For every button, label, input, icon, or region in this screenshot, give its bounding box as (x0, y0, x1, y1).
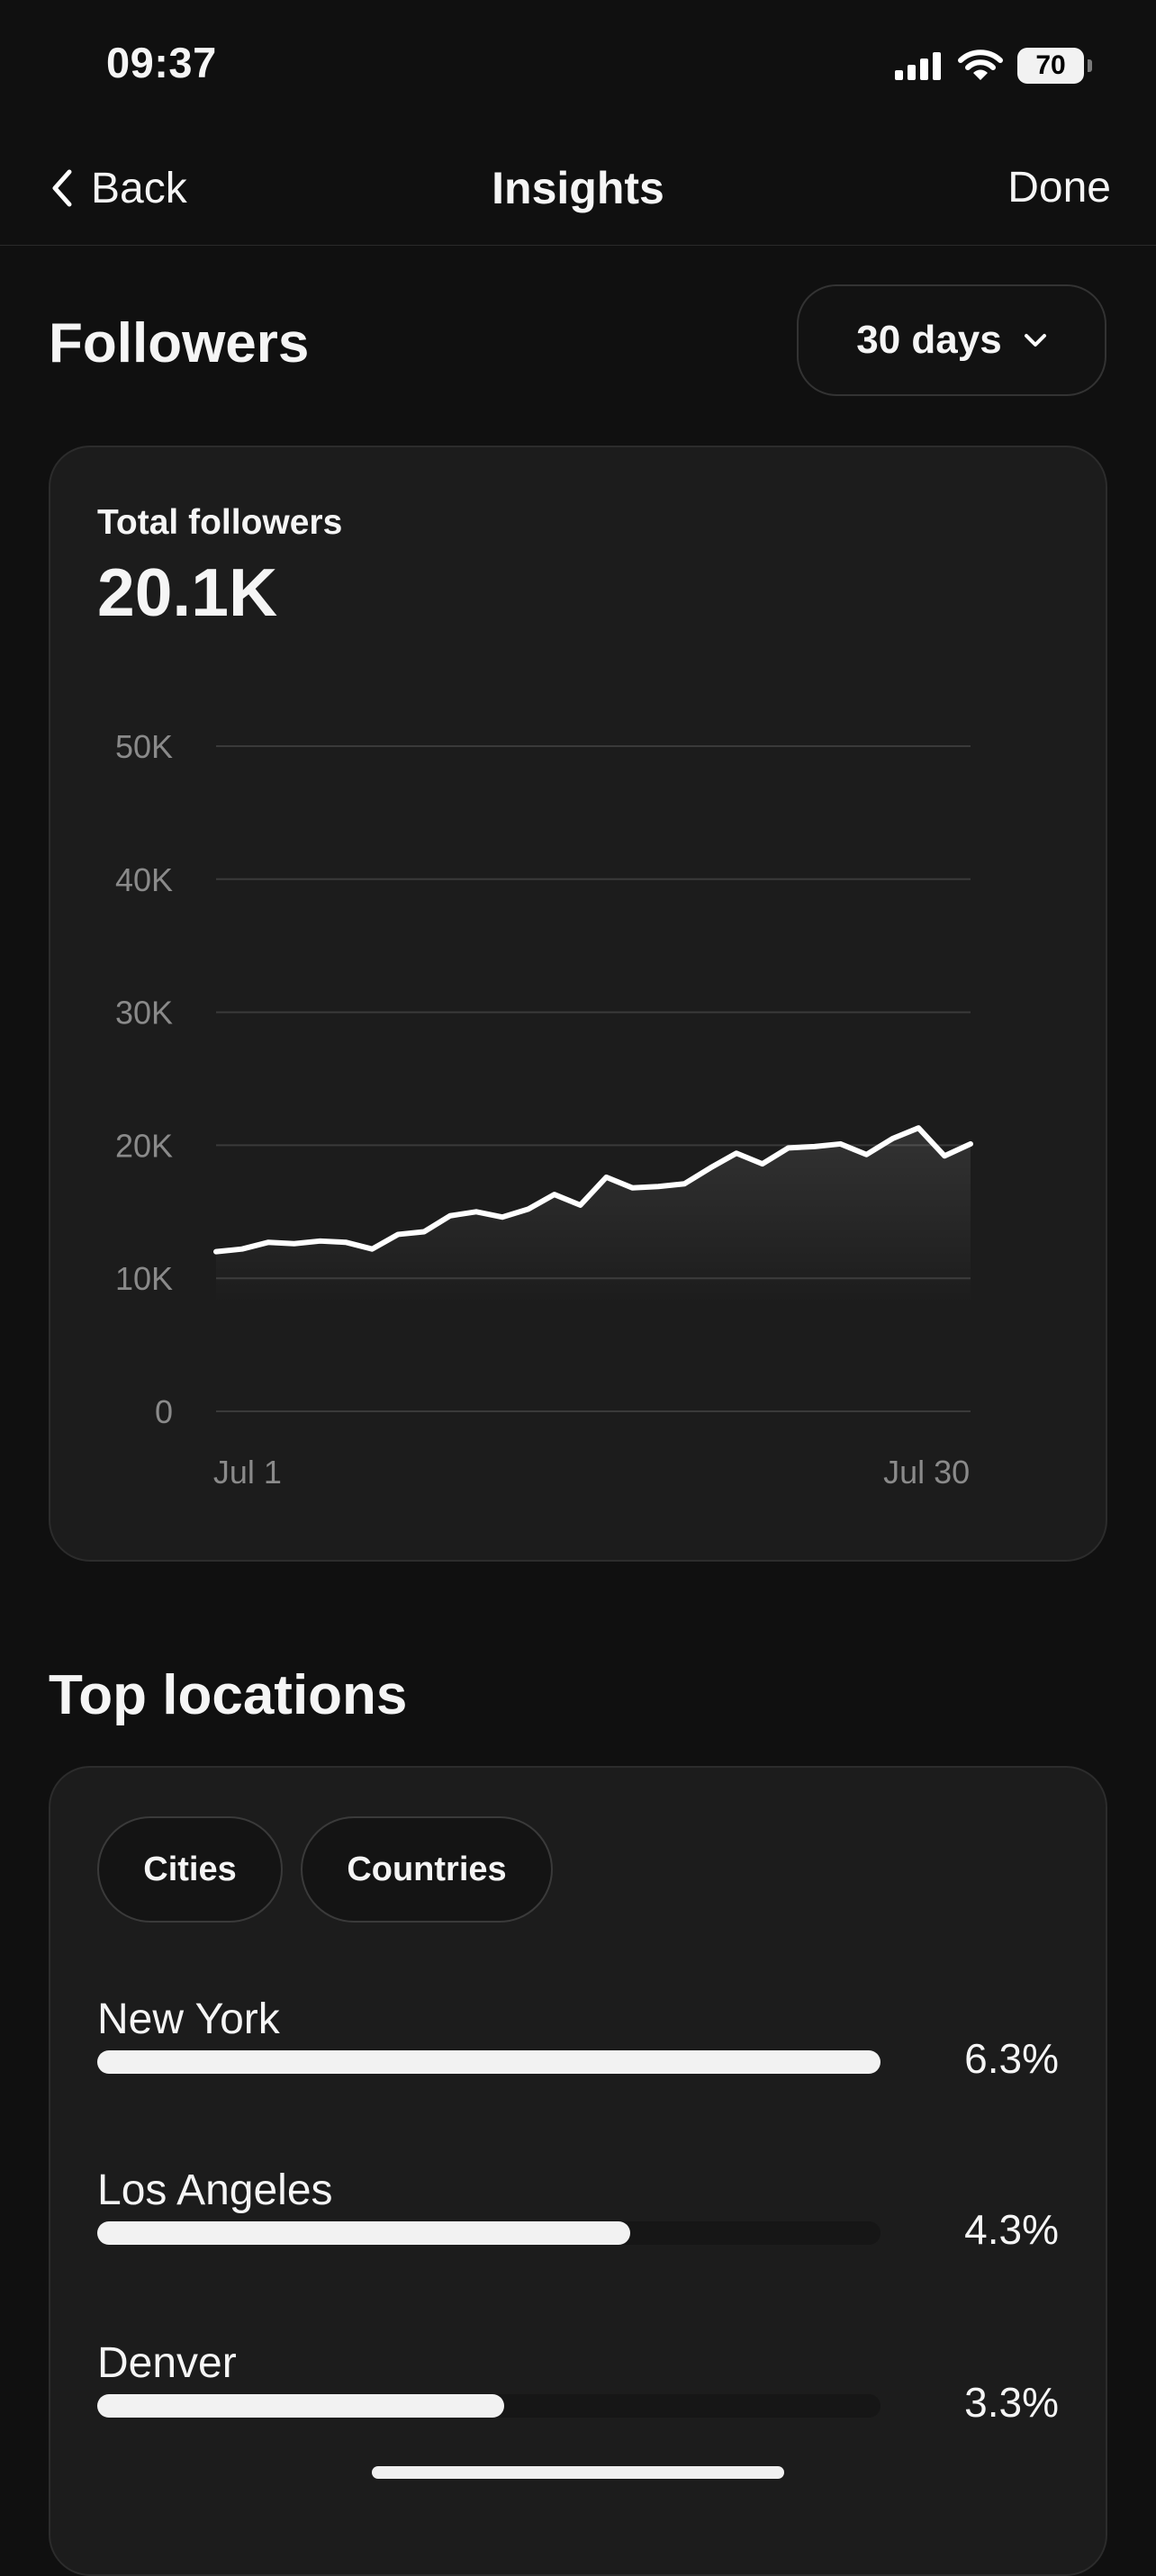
followers-card: Total followers 20.1K 0 10K 20K 30K 40K 50K J… (49, 446, 1107, 1562)
period-value: 30 days (856, 318, 1002, 362)
location-row-denver: Denver 3.3% (50, 2338, 1106, 2482)
tab-countries[interactable]: Countries (301, 1816, 553, 1923)
top-locations-title: Top locations (49, 1664, 408, 1726)
location-bar-track (97, 2394, 881, 2418)
followers-section-title: Followers (49, 312, 310, 374)
battery-tip (1088, 59, 1092, 72)
x-tick-label: Jul 30 (883, 1454, 970, 1491)
top-locations-card: Cities Countries New York 6.3% Los Angel… (49, 1766, 1107, 2576)
status-bar: 09:37 70 (0, 0, 1156, 126)
battery-icon: 70 (1017, 48, 1092, 84)
location-row-los-angeles: Los Angeles 4.3% (50, 2166, 1106, 2310)
location-bar-track (97, 2221, 881, 2245)
location-percent: 4.3% (964, 2206, 1059, 2253)
location-percent: 3.3% (964, 2379, 1059, 2426)
series-line (213, 1125, 973, 1255)
location-percent: 6.3% (964, 2035, 1059, 2082)
cellular-signal-icon (895, 52, 941, 80)
home-indicator[interactable] (372, 2466, 784, 2479)
location-bar-fill (97, 2394, 505, 2418)
y-tick-label: 40K (115, 861, 173, 898)
series-area (216, 1128, 971, 1305)
back-label: Back (91, 164, 187, 212)
location-bar-fill (97, 2221, 630, 2245)
back-button[interactable]: Back (50, 157, 187, 220)
battery-level: 70 (1035, 50, 1066, 80)
followers-chart: 0 10K 20K 30K 40K 50K Jul 1 Jul 30 (115, 728, 973, 1491)
y-tick-label: 50K (115, 728, 173, 765)
location-name: New York (97, 1995, 280, 2043)
status-time: 09:37 (106, 39, 217, 86)
status-icons: 70 (893, 43, 1092, 88)
y-tick-label: 0 (155, 1393, 173, 1430)
chevron-left-icon (52, 169, 72, 207)
tab-cities[interactable]: Cities (97, 1816, 283, 1923)
navigation-bar: Back Insights Done (0, 135, 1156, 246)
location-row-new-york: New York 6.3% (50, 1995, 1106, 2139)
location-name: Los Angeles (97, 2166, 333, 2214)
total-followers-label: Total followers (97, 503, 343, 542)
location-bar-fill (97, 2050, 881, 2074)
done-button[interactable]: Done (1007, 164, 1111, 212)
location-bar-track (97, 2050, 881, 2074)
y-tick-label: 30K (115, 995, 173, 1031)
y-tick-label: 10K (115, 1260, 173, 1297)
x-tick-label: Jul 1 (213, 1454, 282, 1491)
total-followers-value: 20.1K (97, 554, 278, 630)
wifi-icon (958, 50, 1003, 80)
period-dropdown[interactable]: 30 days (797, 284, 1106, 396)
y-tick-label: 20K (115, 1127, 173, 1164)
location-name: Denver (97, 2339, 237, 2387)
chevron-down-icon (1024, 334, 1046, 347)
